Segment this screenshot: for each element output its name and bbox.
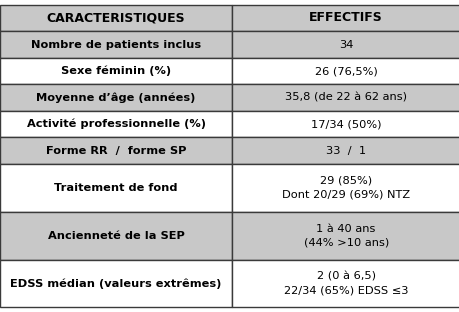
Bar: [0, 260, 232, 307]
Text: 17/34 (50%): 17/34 (50%): [310, 119, 381, 129]
Text: 33  /  1: 33 / 1: [325, 146, 365, 156]
Bar: [0, 212, 232, 260]
Bar: [0, 31, 232, 58]
Bar: [232, 260, 459, 307]
Bar: [0, 58, 232, 84]
Text: Forme RR  /  forme SP: Forme RR / forme SP: [46, 146, 186, 156]
Text: Sexe féminin (%): Sexe féminin (%): [61, 66, 171, 76]
Bar: [232, 212, 459, 260]
Bar: [0, 84, 232, 111]
Text: CARACTERISTIQUES: CARACTERISTIQUES: [47, 12, 185, 24]
Bar: [232, 58, 459, 84]
Text: 35,8 (de 22 à 62 ans): 35,8 (de 22 à 62 ans): [285, 93, 406, 103]
Bar: [232, 137, 459, 164]
Text: EFFECTIFS: EFFECTIFS: [308, 12, 382, 24]
Text: 1 à 40 ans
(44% >10 ans): 1 à 40 ans (44% >10 ans): [303, 224, 388, 248]
Text: 29 (85%)
Dont 20/29 (69%) NTZ: 29 (85%) Dont 20/29 (69%) NTZ: [281, 176, 409, 200]
Bar: [232, 31, 459, 58]
Bar: [232, 111, 459, 137]
Bar: [232, 84, 459, 111]
Text: EDSS médian (valeurs extrêmes): EDSS médian (valeurs extrêmes): [11, 278, 221, 289]
Text: Traitement de fond: Traitement de fond: [54, 183, 178, 193]
Text: 34: 34: [338, 40, 353, 50]
Bar: [0, 164, 232, 212]
Text: 26 (76,5%): 26 (76,5%): [314, 66, 377, 76]
Text: Activité professionnelle (%): Activité professionnelle (%): [27, 119, 205, 129]
Bar: [232, 164, 459, 212]
Text: Nombre de patients inclus: Nombre de patients inclus: [31, 40, 201, 50]
Text: 2 (0 à 6,5)
22/34 (65%) EDSS ≤3: 2 (0 à 6,5) 22/34 (65%) EDSS ≤3: [283, 271, 408, 295]
Text: Moyenne d’âge (années): Moyenne d’âge (années): [36, 92, 196, 103]
Bar: [0, 111, 232, 137]
Bar: [0, 5, 232, 31]
Bar: [232, 5, 459, 31]
Text: Ancienneté de la SEP: Ancienneté de la SEP: [48, 231, 184, 241]
Bar: [0, 137, 232, 164]
